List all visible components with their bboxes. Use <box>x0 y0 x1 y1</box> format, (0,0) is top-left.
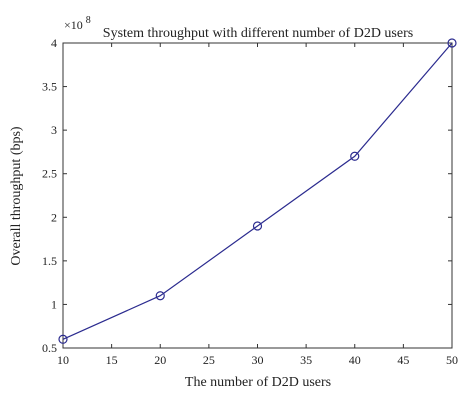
y-tick-label: 0.5 <box>42 341 57 355</box>
y-tick-label: 2.5 <box>42 167 57 181</box>
plot-area: 10 15 20 25 30 35 40 45 50 0.5 1 1.5 2 2.5 3 3.5 4 <box>42 36 458 367</box>
y-tick-label: 3.5 <box>42 80 57 94</box>
x-tick-label: 35 <box>300 353 312 367</box>
data-point-marker-0-2 <box>252 221 263 231</box>
x-tick-label: 15 <box>106 353 118 367</box>
y-axis-multiplier-exponent: 8 <box>86 15 91 26</box>
data-point-marker-0-3 <box>350 151 360 161</box>
data-point-marker-0-1 <box>155 291 165 301</box>
x-tick-label: 40 <box>349 353 361 367</box>
y-axis-label: Overall throughput (bps) <box>9 126 24 266</box>
y-axis-multiplier-base: ×10 <box>64 18 83 32</box>
y-tick-label: 4 <box>51 36 57 50</box>
y-tick-label: 1 <box>51 297 57 311</box>
x-tick-label: 45 <box>397 353 409 367</box>
x-axis-label: The number of D2D users <box>185 375 331 390</box>
x-tick-label: 10 <box>57 353 69 367</box>
x-tick-label: 50 <box>446 353 458 367</box>
y-tick-label: 2 <box>51 210 57 224</box>
data-point-marker-0-4 <box>447 38 457 48</box>
x-tick-label: 20 <box>154 353 166 367</box>
data-point-marker-0-0 <box>58 334 68 344</box>
y-axis-multiplier: ×10 8 <box>64 15 91 32</box>
chart-title: System throughput with different number … <box>103 26 413 41</box>
x-tick-label: 30 <box>252 353 264 367</box>
y-tick-label: 3 <box>51 123 57 137</box>
x-tick-label: 25 <box>203 353 215 367</box>
series-line-0 <box>62 42 453 340</box>
y-tick-label: 1.5 <box>42 254 57 268</box>
